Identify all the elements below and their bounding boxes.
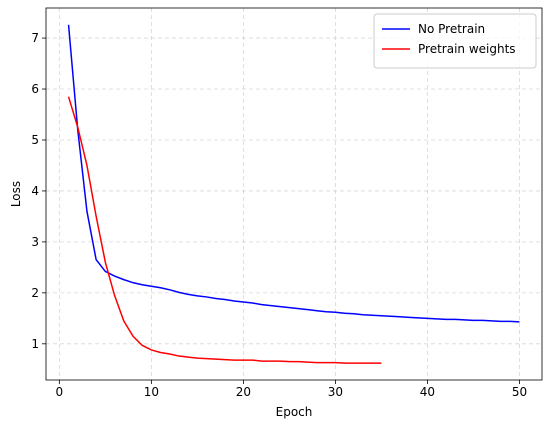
legend-box xyxy=(373,13,537,69)
y-tick-label: 6 xyxy=(31,82,39,96)
y-tick-label: 7 xyxy=(31,31,39,45)
x-axis-label: Epoch xyxy=(276,405,313,419)
y-tick-label: 4 xyxy=(31,184,39,198)
y-axis-label: Loss xyxy=(9,181,23,207)
y-tick-label: 1 xyxy=(31,337,39,351)
y-tick-label: 5 xyxy=(31,133,39,147)
x-tick-label: 0 xyxy=(56,385,64,399)
legend-label: No Pretrain xyxy=(418,22,485,36)
x-tick-label: 40 xyxy=(420,385,435,399)
y-tick-label: 3 xyxy=(31,235,39,249)
line-series xyxy=(67,24,520,323)
x-tick-label: 30 xyxy=(328,385,343,399)
x-tick-label: 10 xyxy=(144,385,159,399)
legend-label: Pretrain weights xyxy=(418,42,516,56)
y-tick-label: 2 xyxy=(31,286,39,300)
line-series xyxy=(67,96,382,364)
plot-frame xyxy=(45,7,543,381)
x-tick-label: 50 xyxy=(512,385,527,399)
x-tick-label: 20 xyxy=(236,385,251,399)
